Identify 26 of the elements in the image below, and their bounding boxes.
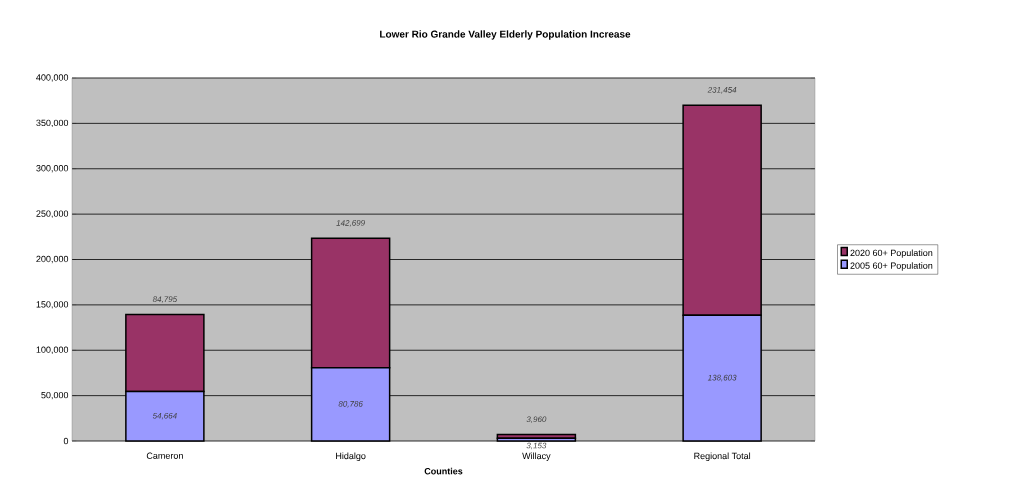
x-axis-title: Counties xyxy=(424,467,463,475)
y-tick-label: 150,000 xyxy=(36,301,69,309)
x-tick-label: Regional Total xyxy=(694,452,751,461)
chart-title: Lower Rio Grande Valley Elderly Population Increase xyxy=(380,30,631,40)
y-tick-label: 250,000 xyxy=(36,210,69,218)
data-label: 84,795 xyxy=(152,296,178,303)
x-tick-label: Hidalgo xyxy=(336,452,366,461)
y-tick-label: 400,000 xyxy=(36,74,69,82)
data-label: 54,664 xyxy=(152,412,177,420)
data-label: 80,786 xyxy=(338,401,363,408)
data-label: 142,699 xyxy=(336,220,365,227)
y-tick-label: 350,000 xyxy=(36,119,69,128)
x-tick-label: Cameron xyxy=(146,452,183,459)
legend-label: 2005 60+ Population xyxy=(850,262,933,271)
y-tick-label: 100,000 xyxy=(36,346,69,354)
data-label: 3,960 xyxy=(526,416,547,424)
y-tick-label: 200,000 xyxy=(36,255,69,264)
data-label: 231,454 xyxy=(707,87,737,94)
y-tick-label: 0 xyxy=(63,437,69,445)
bar xyxy=(496,437,577,442)
legend-label: 2020 60+ Population xyxy=(850,249,933,258)
data-label: 3,153 xyxy=(526,442,547,450)
x-tick-label: Willacy xyxy=(522,452,551,461)
data-label: 138,603 xyxy=(707,374,737,382)
y-tick-label: 300,000 xyxy=(36,165,69,173)
y-tick-label: 50,000 xyxy=(41,391,69,400)
